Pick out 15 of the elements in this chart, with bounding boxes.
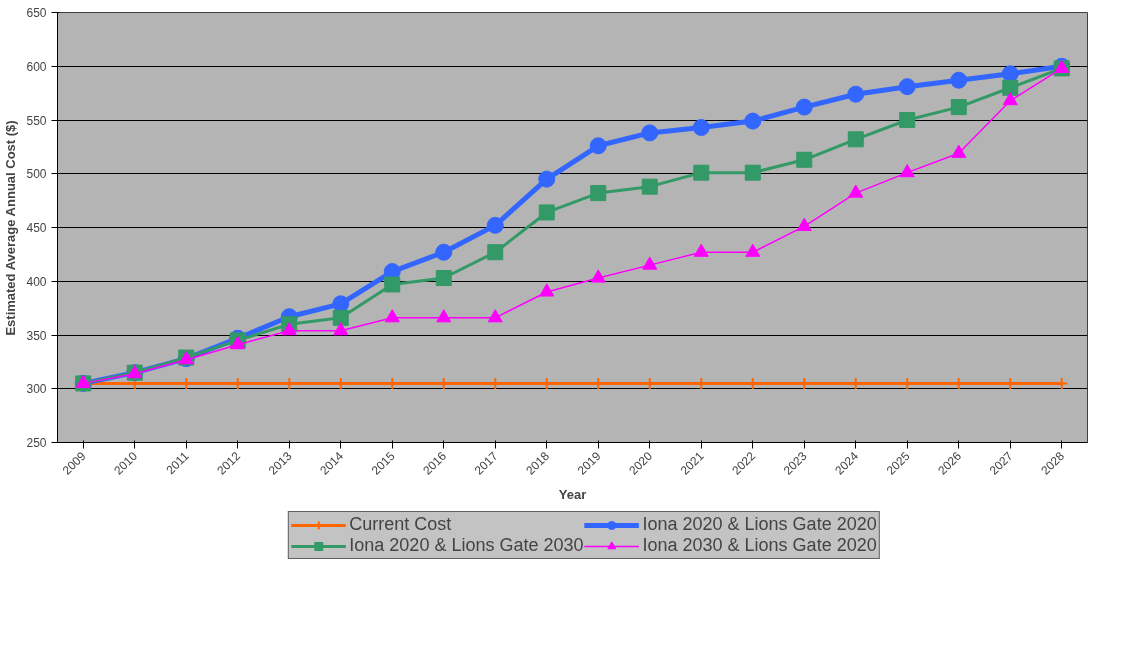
legend-label: Iona 2020 & Lions Gate 2030	[349, 535, 584, 556]
legend-label: Iona 2020 & Lions Gate 2020	[642, 514, 877, 535]
legend-label: Current Cost	[349, 514, 452, 535]
y-tick-label: 250	[26, 436, 47, 450]
y-tick-label: 400	[26, 274, 47, 289]
y-axis-title: Estimated Average Annual Cost ($)	[3, 120, 19, 336]
y-tick-label: 600	[26, 59, 47, 74]
y-tick-label: 450	[26, 221, 47, 235]
y-tick-label: 500	[26, 167, 47, 182]
y-tick-label: 350	[26, 328, 47, 343]
x-axis-title: Year	[558, 486, 587, 502]
y-tick-label: 550	[26, 113, 47, 128]
y-tick-label: 650	[26, 6, 47, 20]
legend-label: Iona 2030 & Lions Gate 2020	[642, 535, 877, 556]
y-tick-label: 300	[26, 382, 47, 397]
